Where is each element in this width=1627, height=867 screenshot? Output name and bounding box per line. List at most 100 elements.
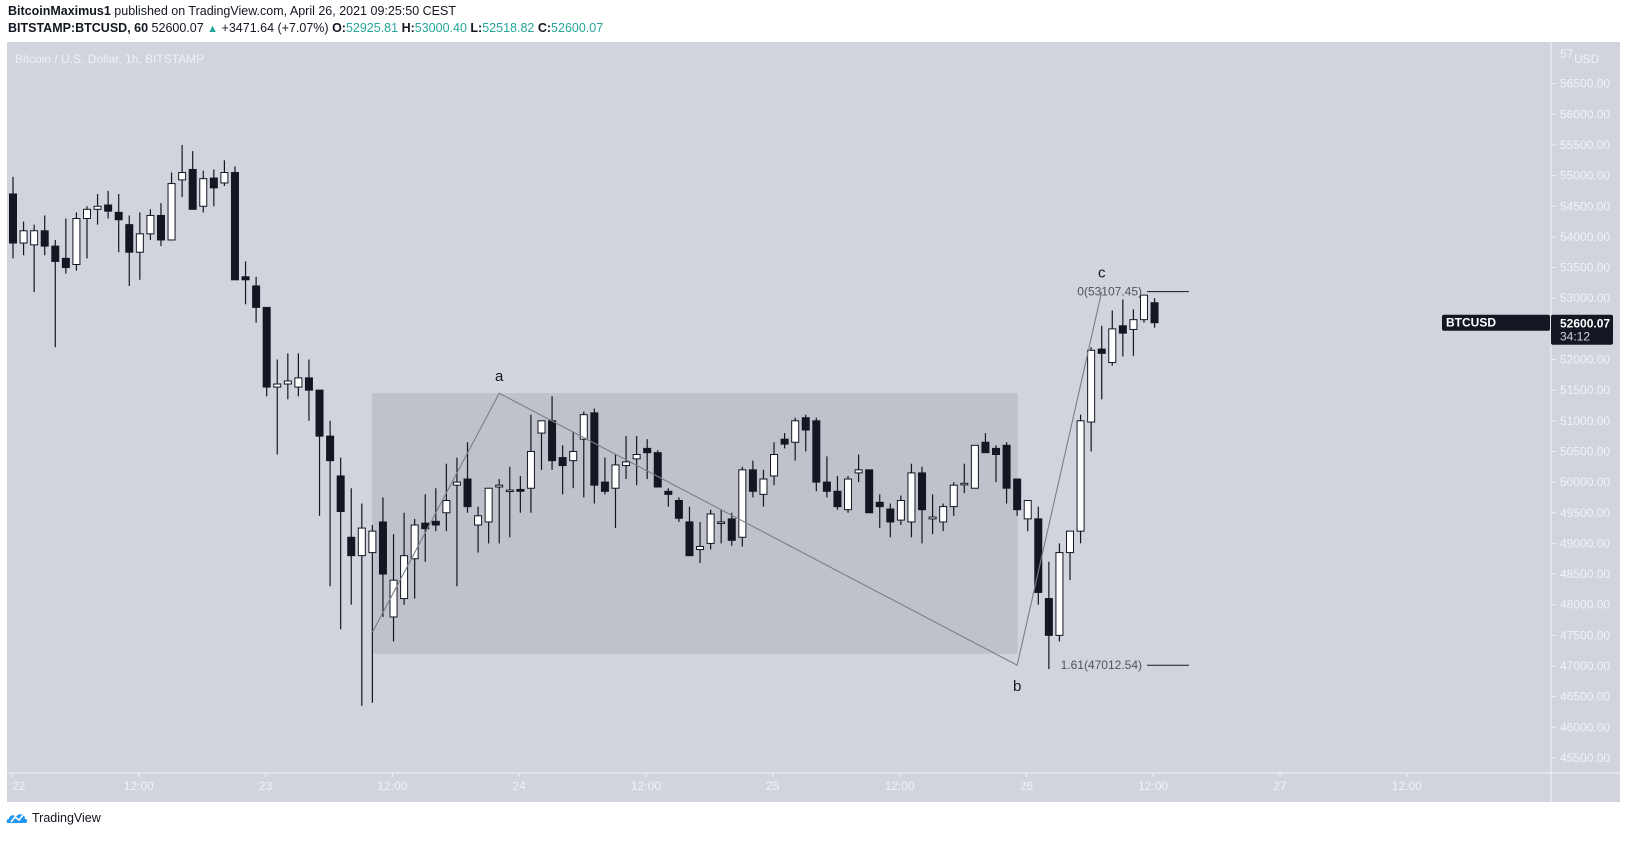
wave-label-b: b <box>1013 678 1021 695</box>
bull-candle <box>928 516 937 520</box>
candlestick-chart[interactable]: a b c 0(53107.45) 1.61(47012.54) 56500.00 5600… <box>7 42 1620 802</box>
bear-candle <box>315 389 324 437</box>
bull-candle <box>178 172 187 181</box>
price-axis-label: 45500.00 <box>1560 751 1610 765</box>
chart-panel[interactable]: a b c 0(53107.45) 1.61(47012.54) 56500.00 5600… <box>7 42 1620 802</box>
bear-candle <box>61 257 70 269</box>
bull-candle <box>770 454 779 477</box>
high-value: 53000.40 <box>414 21 467 35</box>
bull-candle <box>1087 349 1096 423</box>
bear-candle <box>992 447 1001 456</box>
bull-candle <box>1076 420 1085 532</box>
chart-legend: Bitcoin / U.S. Dollar, 1h, BITSTAMP <box>15 52 205 66</box>
bull-candle <box>400 555 409 600</box>
bull-candle <box>970 444 979 489</box>
bear-candle <box>104 204 113 212</box>
bull-candle <box>505 489 514 493</box>
bear-candle <box>1097 348 1106 354</box>
bull-candle <box>72 218 81 265</box>
bear-candle <box>463 478 472 508</box>
bear-candle <box>125 224 134 253</box>
wave-label-c: c <box>1098 265 1106 282</box>
abc-wave-line[interactable] <box>371 291 1103 667</box>
bear-candle <box>188 168 197 210</box>
bull-candle <box>949 484 958 508</box>
up-triangle-icon: ▲ <box>207 23 219 35</box>
bear-candle <box>431 520 440 526</box>
bear-candle <box>378 521 387 575</box>
price-axis-top-label: 57 <box>1560 47 1574 61</box>
footer-brand[interactable]: TradingView <box>32 811 101 825</box>
author-name[interactable]: BitcoinMaximus1 <box>8 4 111 18</box>
close-value: 52600.07 <box>551 21 604 35</box>
bear-candle <box>875 501 884 508</box>
time-axis-label: 12:00 <box>1392 779 1422 793</box>
bull-candle <box>579 414 588 440</box>
bull-candle <box>907 472 916 523</box>
fib-level-label: 1.61(47012.54) <box>1061 658 1142 672</box>
high-label: H: <box>401 21 415 35</box>
time-axis-label: 12:00 <box>631 779 661 793</box>
time-axis-label: 25 <box>766 779 780 793</box>
time-axis-label: 12:00 <box>1138 779 1168 793</box>
bear-candle <box>40 230 49 247</box>
fib-level-label: 0(53107.45) <box>1077 285 1142 299</box>
bear-candle <box>1044 598 1053 636</box>
bear-candle <box>304 377 313 391</box>
bear-candle <box>653 452 662 488</box>
current-price-value: 52600.07 <box>1560 317 1610 331</box>
bear-candle <box>643 447 652 454</box>
bull-candle <box>474 515 483 526</box>
bear-candle <box>241 276 250 281</box>
symbol-tag <box>1442 314 1550 331</box>
low-value: 52518.82 <box>482 21 535 35</box>
bull-candle <box>410 524 419 560</box>
price-change: +3471.64 (+7.07%) <box>221 21 329 35</box>
symbol-label: BITSTAMP:BTCUSD, 60 <box>8 21 149 35</box>
bear-candle <box>685 521 694 557</box>
bear-candle <box>156 214 165 241</box>
publish-info: BitcoinMaximus1 published on TradingView… <box>8 4 456 18</box>
price-axis-label: 47500.00 <box>1560 628 1610 642</box>
bull-candle <box>167 183 176 241</box>
bull-candle <box>632 454 641 460</box>
bull-candle <box>146 214 155 235</box>
candles <box>9 144 1159 706</box>
bull-candle <box>135 233 144 253</box>
price-axis-label: 50000.00 <box>1560 475 1610 489</box>
bear-candle <box>600 481 609 492</box>
bear-candle <box>801 417 810 431</box>
bull-candle <box>1108 328 1117 364</box>
time-axis-label: 12:00 <box>885 779 915 793</box>
bull-candle <box>442 499 451 514</box>
bull-candle <box>717 521 726 524</box>
bull-candle <box>622 461 631 467</box>
price-axis-label: 47000.00 <box>1560 659 1610 673</box>
bear-candle <box>516 488 525 492</box>
bull-candle <box>696 545 705 551</box>
bull-candle <box>294 377 303 388</box>
bull-candle <box>30 230 39 246</box>
price-axis-label: 50500.00 <box>1560 444 1610 458</box>
bull-candle <box>389 579 398 618</box>
bear-candle <box>1118 325 1127 334</box>
bear-candle <box>780 438 789 445</box>
bear-candle <box>674 499 683 519</box>
bear-candle <box>981 441 990 454</box>
time-axis-label: 23 <box>259 779 273 793</box>
bar-countdown: 34:12 <box>1560 330 1590 344</box>
bull-candle <box>706 513 715 544</box>
bull-candle <box>759 478 768 495</box>
price-axis-label: 56500.00 <box>1560 77 1610 91</box>
bear-candle <box>1013 478 1022 511</box>
price-axis-label: 48000.00 <box>1560 598 1610 612</box>
price-axis-label: 49500.00 <box>1560 506 1610 520</box>
bull-candle <box>1066 530 1074 554</box>
bear-candle <box>727 518 736 541</box>
price-axis-label: 49000.00 <box>1560 536 1610 550</box>
bull-candle <box>1055 552 1064 636</box>
wave-label-a: a <box>495 368 504 385</box>
bear-candle <box>918 472 927 511</box>
bull-candle <box>368 530 377 554</box>
bull-candle <box>611 464 620 489</box>
